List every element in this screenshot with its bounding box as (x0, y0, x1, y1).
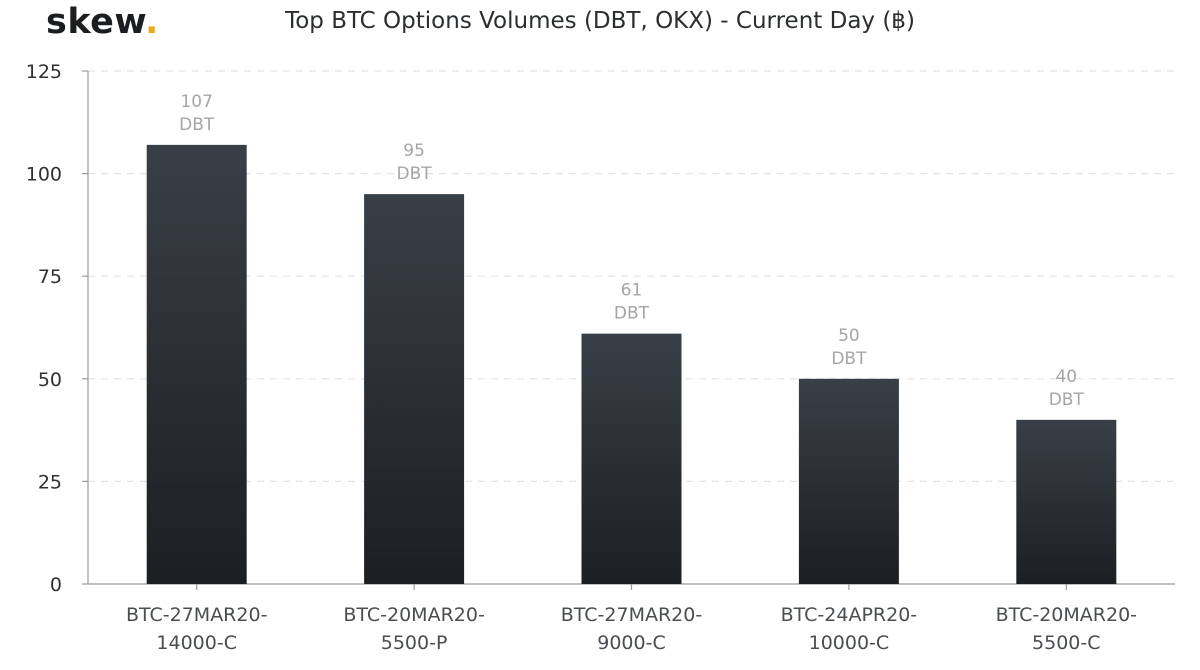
bar (1016, 419, 1117, 584)
bar (364, 194, 465, 584)
x-tick-label: 5500-P (381, 632, 448, 654)
data-label-value: 107 (180, 92, 212, 112)
y-tick-label: 0 (50, 574, 62, 596)
y-tick-labels: 0 25 50 75 100 125 (26, 61, 62, 596)
y-tick-label: 75 (38, 266, 62, 288)
x-tick-label: 14000-C (156, 632, 237, 654)
x-tick-label: BTC-27MAR20- (126, 604, 267, 626)
y-tick-label: 25 (38, 471, 62, 493)
x-tick-labels: BTC-27MAR20- 14000-C BTC-20MAR20- 5500-P BTC… (126, 604, 1137, 654)
bar (146, 144, 247, 584)
data-label-value: 40 (1055, 367, 1077, 387)
skew-logo: skew. (46, 2, 159, 42)
x-tick-label: 10000-C (809, 632, 890, 654)
x-tick-label: BTC-24APR20- (781, 604, 918, 626)
y-tick-label: 125 (26, 61, 62, 83)
data-label-value: 50 (838, 326, 860, 346)
data-label-unit: DBT (614, 304, 650, 324)
data-label-value: 61 (621, 281, 643, 301)
x-tick-label: 9000-C (597, 632, 665, 654)
x-tick-label: BTC-20MAR20- (996, 604, 1137, 626)
data-label-unit: DBT (1049, 390, 1085, 410)
bar (581, 333, 682, 584)
data-label-unit: DBT (831, 349, 867, 369)
x-tick-label: 5500-C (1032, 632, 1100, 654)
bar (798, 378, 899, 584)
data-label-unit: DBT (179, 115, 215, 135)
y-tick-label: 50 (38, 369, 62, 391)
data-labels: 107 DBT 95 DBT 61 DBT 50 DBT 40 DBT (179, 92, 1084, 410)
y-tick-label: 100 (26, 164, 62, 186)
data-label-value: 95 (403, 141, 425, 161)
data-label-unit: DBT (397, 164, 433, 184)
bars (146, 144, 1117, 584)
chart-title: Top BTC Options Volumes (DBT, OKX) - Cur… (285, 8, 915, 34)
x-tick-label: BTC-27MAR20- (561, 604, 702, 626)
x-tick-label: BTC-20MAR20- (343, 604, 484, 626)
